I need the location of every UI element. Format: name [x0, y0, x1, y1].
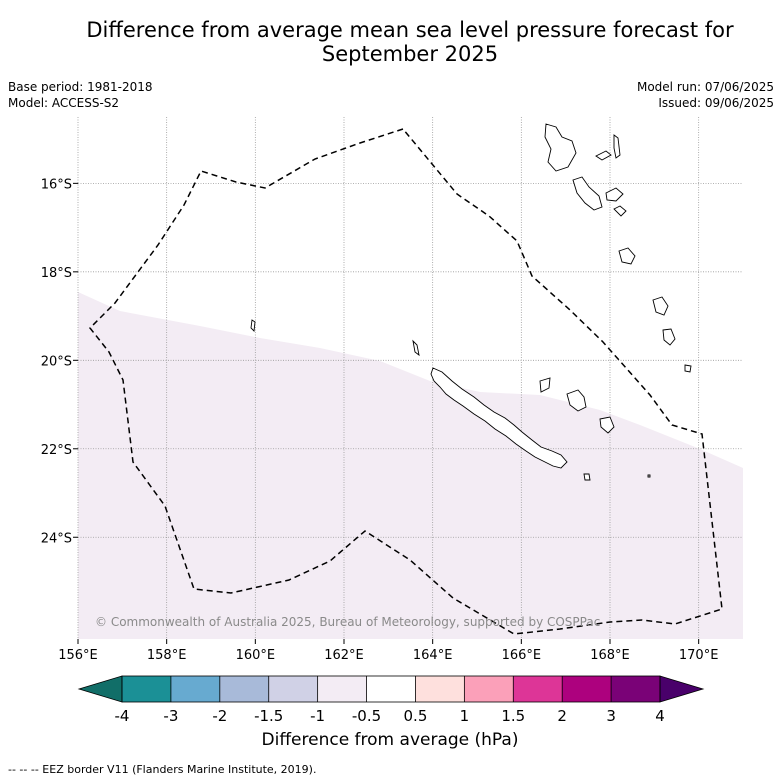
colorbar-bin	[415, 676, 465, 702]
colorbar-bin	[611, 676, 660, 702]
colorbar-bin	[366, 676, 416, 702]
lon-tick-label: 156°E	[58, 648, 98, 663]
ambrym-outline	[605, 187, 624, 202]
chart-title: Difference from average mean sea level p…	[86, 18, 734, 66]
colorbar-label: -2	[212, 707, 227, 725]
issued-label: Issued: 09/06/2025	[658, 96, 774, 110]
colorbar-labels: -4 -3 -2 -1.5 -1 -0.5 0.5 1 1.5 2 3 4	[115, 707, 665, 725]
colorbar-label: -1	[310, 707, 325, 725]
colorbar-label: 0.5	[404, 707, 428, 725]
colorbar-bin	[562, 676, 612, 702]
colorbar-label: 3	[606, 707, 616, 725]
colorbar-label: 4	[655, 707, 665, 725]
lon-tick-label: 168°E	[590, 648, 630, 663]
belep-outline	[412, 339, 420, 357]
lon-tick-label: 166°E	[502, 648, 542, 663]
meta-left: Base period: 1981-2018 Model: ACCESS-S2	[8, 79, 153, 111]
colorbar-label: -4	[115, 707, 130, 725]
colorbar-bin	[464, 676, 514, 702]
espiritu-santo-outline	[544, 123, 577, 172]
colorbar-bin	[219, 676, 269, 702]
colorbar-label: 2	[557, 707, 567, 725]
tick-marks	[73, 182, 700, 644]
mare-outline	[599, 416, 615, 434]
lat-tick-label: 18°S	[41, 266, 72, 281]
land-outlines	[250, 123, 692, 481]
new-caledonia-outline	[430, 367, 568, 469]
longitude-labels: 156°E 158°E 160°E 162°E 164°E 166°E 168°E 170°E	[58, 648, 718, 663]
erromango-outline	[652, 296, 669, 316]
aneityum-outline	[684, 364, 692, 373]
colorbar-extend-low	[77, 675, 123, 703]
lon-tick-label: 164°E	[413, 648, 453, 663]
lon-tick-label: 170°E	[679, 648, 719, 663]
colorbar-bin	[122, 676, 171, 702]
colorbar-label: 1	[460, 707, 470, 725]
efate-outline	[618, 247, 636, 265]
colorbar-label: -0.5	[352, 707, 381, 725]
ambae-outline	[595, 150, 612, 161]
model-run-label: Model run: 07/06/2025	[636, 80, 774, 94]
meta-right: Model run: 07/06/2025 Issued: 09/06/2025	[637, 79, 774, 111]
lat-tick-label: 16°S	[41, 177, 72, 192]
lon-tick-label: 158°E	[147, 648, 187, 663]
colorbar-bin	[513, 676, 563, 702]
colorbar-label: -3	[163, 707, 178, 725]
copyright-text: © Commonwealth of Australia 2025, Bureau…	[95, 615, 600, 629]
maewo-outline	[613, 134, 621, 159]
eez-footnote: -- -- -- EEZ border V11 (Flanders Marine…	[8, 763, 317, 776]
colorbar-bin	[170, 676, 220, 702]
colorbar-extend-high	[659, 675, 705, 703]
epi-outline	[613, 205, 627, 217]
colorbar-label: -1.5	[254, 707, 283, 725]
colorbar	[77, 675, 705, 703]
colorbar-label: 1.5	[501, 707, 525, 725]
model-label: Model: ACCESS-S2	[8, 96, 120, 110]
lon-tick-label: 160°E	[236, 648, 276, 663]
colorbar-title: Difference from average (hPa)	[261, 730, 519, 750]
lat-tick-label: 24°S	[41, 531, 72, 546]
lon-tick-label: 162°E	[324, 648, 364, 663]
gridlines	[77, 117, 743, 639]
colorbar-bin	[317, 676, 367, 702]
malekula-outline	[572, 176, 603, 211]
lifou-outline	[566, 389, 587, 412]
anomaly-region	[78, 292, 743, 639]
chesterfield-outline	[250, 319, 256, 332]
isle-of-pines-outline	[583, 473, 591, 481]
latitude-labels: 16°S 18°S 20°S 22°S 24°S	[41, 177, 72, 546]
hunter-island-outline	[647, 474, 651, 478]
eez-border	[88, 128, 723, 635]
lat-tick-label: 20°S	[41, 354, 72, 369]
tanna-outline	[662, 328, 676, 346]
loyalty-islands-outline	[539, 377, 551, 393]
lat-tick-label: 22°S	[41, 443, 72, 458]
colorbar-bin	[268, 676, 318, 702]
base-period-label: Base period: 1981-2018	[8, 80, 153, 94]
